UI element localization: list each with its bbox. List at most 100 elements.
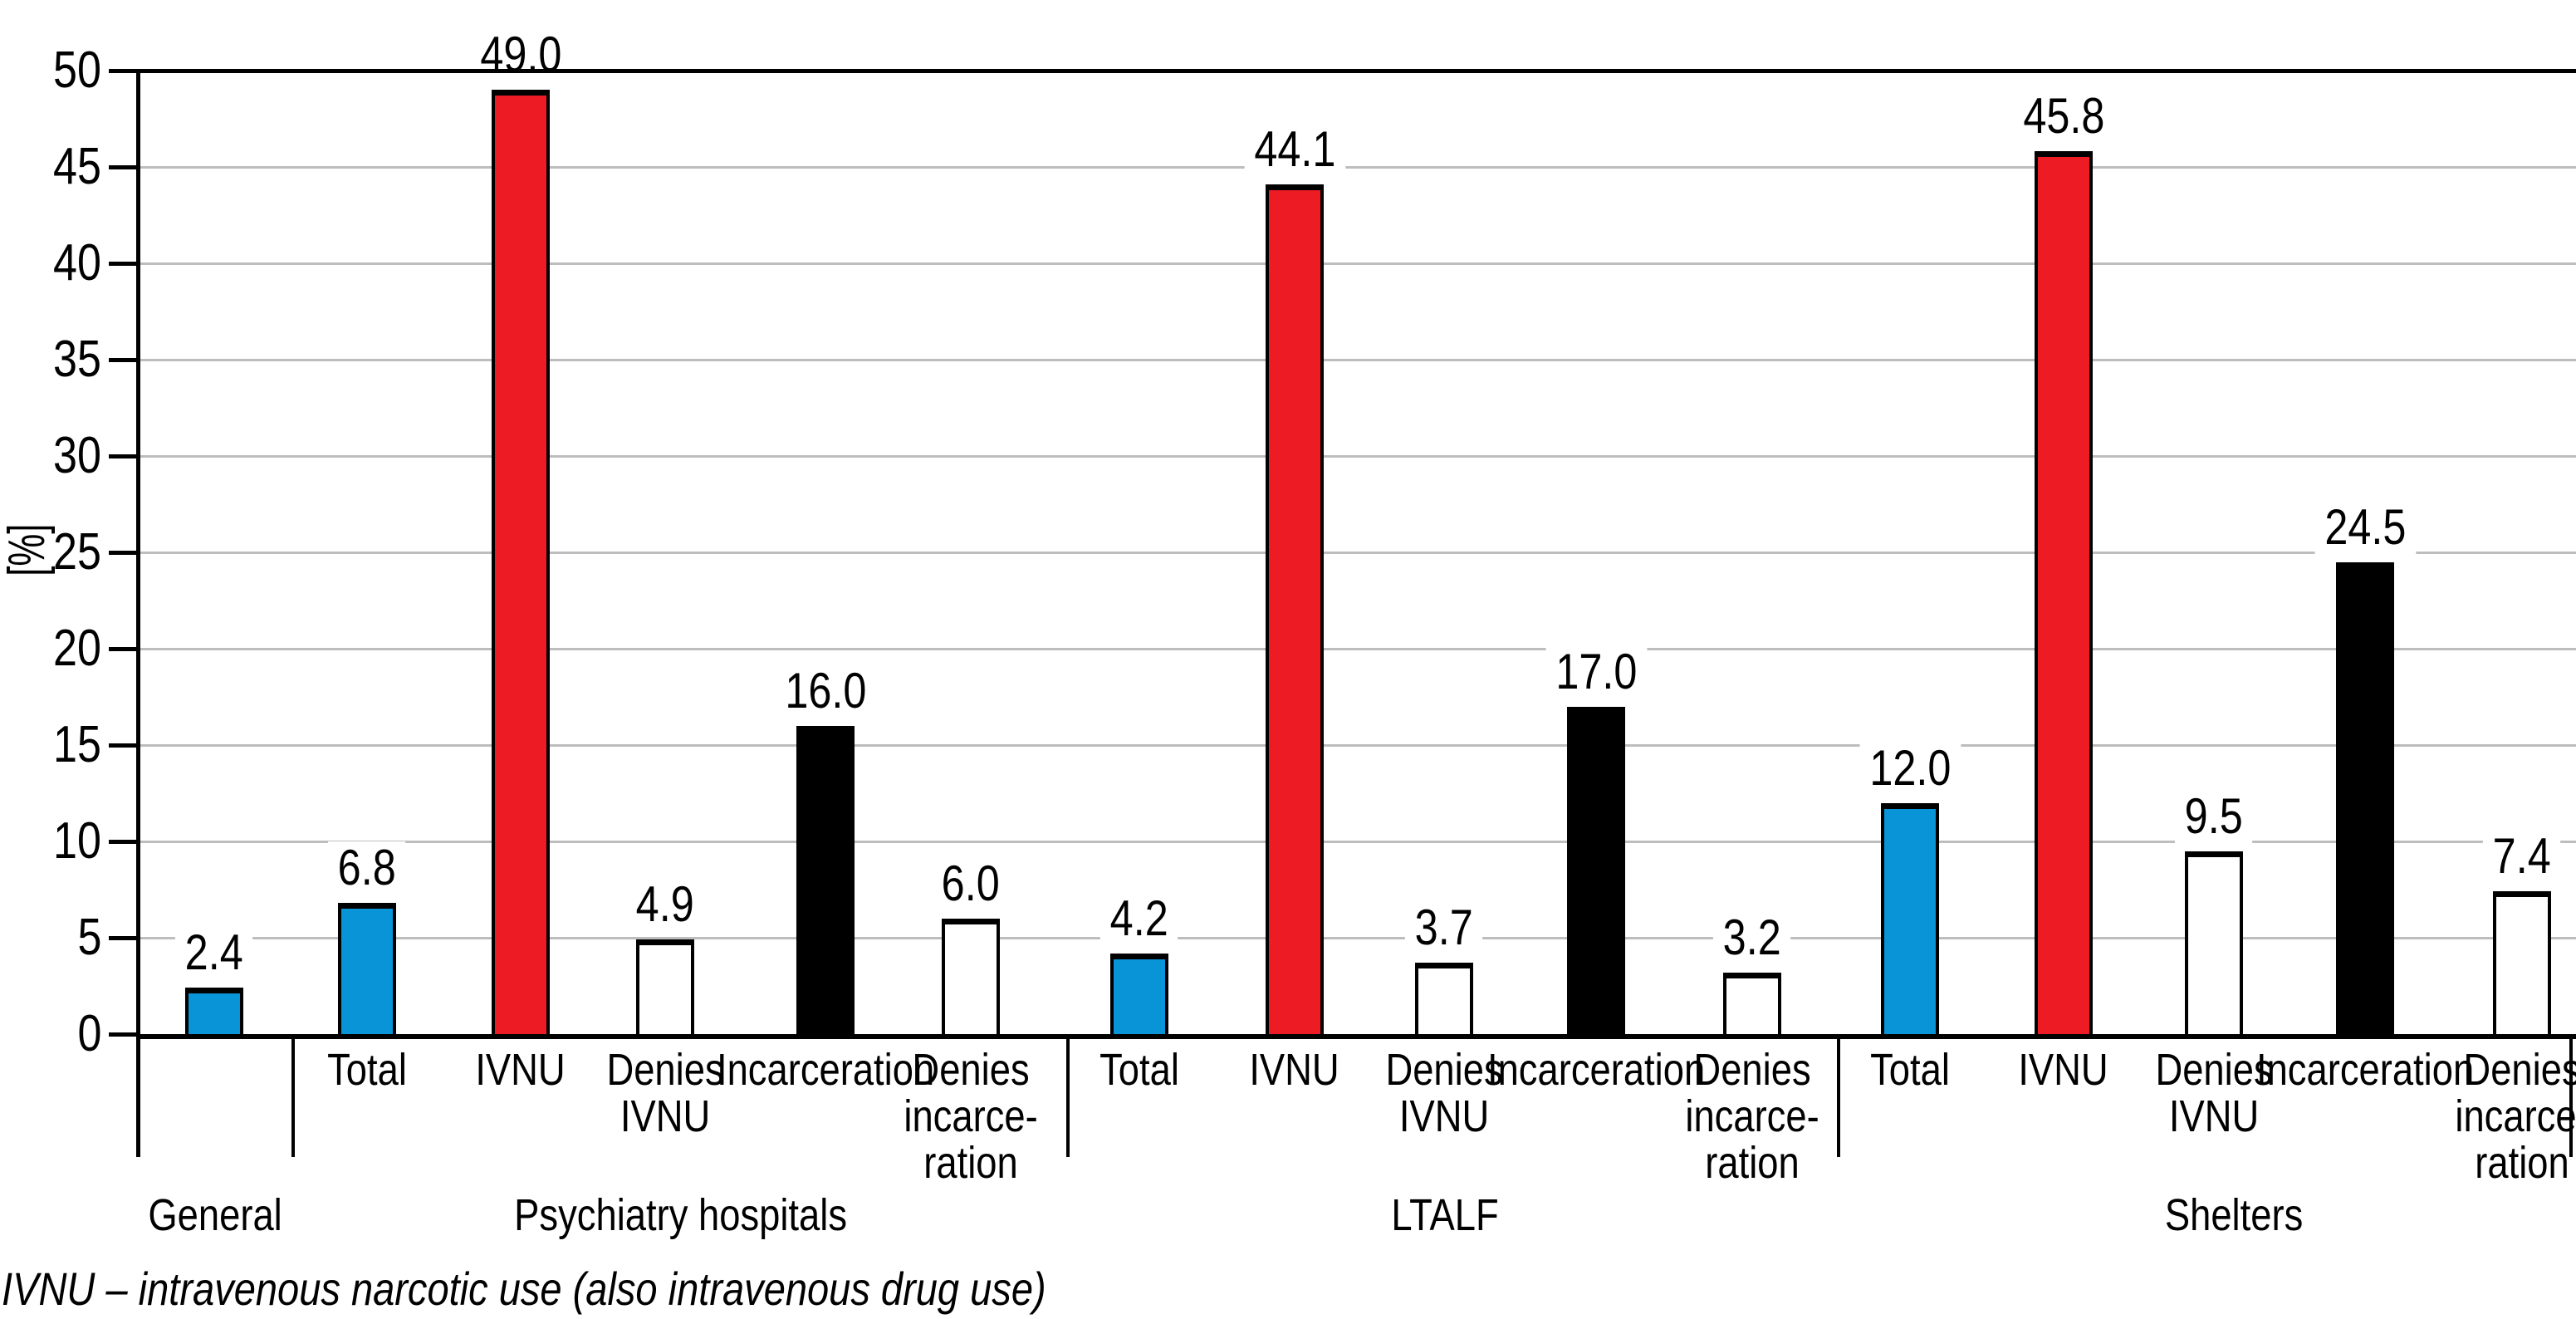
x-category-label-shelters-incarceration-text: Incarceration bbox=[2255, 1045, 2475, 1095]
gridline-10 bbox=[137, 840, 2576, 843]
bar-value-label-shelters-ivnu: 45.8 bbox=[1898, 90, 2230, 143]
bar-ltalf-ivnu bbox=[1266, 184, 1324, 1034]
y-tick-label-10-text: 10 bbox=[53, 812, 101, 870]
bar-value-label-shelters-denies-ivnu: 9.5 bbox=[2048, 790, 2380, 843]
y-tick-20 bbox=[109, 646, 137, 651]
bar-ltalf-incarceration bbox=[1567, 707, 1625, 1034]
bar-psychiatry-hospitals-denies-incarceration bbox=[942, 919, 1000, 1034]
bar-psychiatry-hospitals-total bbox=[338, 903, 396, 1034]
x-category-label-shelters-ivnu-text: IVNU bbox=[2018, 1045, 2109, 1095]
bar-ltalf-denies-incarceration bbox=[1723, 973, 1781, 1034]
bar-shelters-incarceration bbox=[2336, 562, 2394, 1034]
y-tick-50 bbox=[109, 68, 137, 73]
group-separator-2 bbox=[1837, 1034, 1840, 1157]
y-tick-label-5: 5 bbox=[0, 910, 101, 966]
x-category-label-psychiatry-hospitals-ivnu: IVNU bbox=[378, 1047, 664, 1093]
group-label-shelters-text: Shelters bbox=[2164, 1190, 2304, 1240]
y-tick-label-0: 0 bbox=[0, 1006, 101, 1062]
y-tick-label-45: 45 bbox=[0, 139, 101, 195]
plot-top-border bbox=[137, 69, 2576, 73]
y-tick-label-20-text: 20 bbox=[53, 620, 101, 677]
bar-value-label-ltalf-denies-ivnu: 3.7 bbox=[1278, 901, 1610, 954]
x-category-label-shelters-total-text: Total bbox=[1870, 1045, 1950, 1095]
x-category-label-shelters-ivnu: IVNU bbox=[1921, 1047, 2206, 1093]
x-category-label-shelters-denies-incarceration: Denies incarce- ration bbox=[2379, 1047, 2576, 1186]
group-separator-0 bbox=[291, 1034, 295, 1157]
y-tick-label-50: 50 bbox=[0, 42, 101, 99]
y-tick-label-45-text: 45 bbox=[53, 138, 101, 195]
y-tick-label-0-text: 0 bbox=[77, 1005, 101, 1062]
bar-value-label-ltalf-ivnu: 44.1 bbox=[1129, 123, 1461, 176]
bar-psychiatry-hospitals-incarceration bbox=[796, 726, 855, 1034]
group-label-ltalf-text: LTALF bbox=[1391, 1190, 1499, 1240]
bar-value-label-ltalf-incarceration-text: 17.0 bbox=[1545, 645, 1647, 699]
x-category-label-psychiatry-hospitals-total: Total bbox=[224, 1047, 510, 1093]
group-label-psychiatry-hospitals: Psychiatry hospitals bbox=[424, 1191, 938, 1239]
x-category-label-ltalf-total: Total bbox=[997, 1047, 1282, 1093]
y-tick-label-5-text: 5 bbox=[77, 909, 101, 966]
y-tick-45 bbox=[109, 164, 137, 169]
x-category-label-ltalf-incarceration-text: Incarceration bbox=[1486, 1045, 1706, 1095]
bar-value-label-shelters-ivnu-text: 45.8 bbox=[2013, 90, 2114, 143]
bar-value-label-ltalf-denies-incarceration: 3.2 bbox=[1586, 911, 1918, 964]
y-tick-25 bbox=[109, 550, 137, 555]
y-tick-label-40-text: 40 bbox=[53, 234, 101, 292]
bar-value-label-shelters-incarceration-text: 24.5 bbox=[2314, 501, 2416, 554]
x-category-label-psychiatry-hospitals-denies-ivnu-text: Denies IVNU bbox=[606, 1045, 724, 1141]
group-label-shelters: Shelters bbox=[1976, 1191, 2491, 1239]
y-tick-label-50-text: 50 bbox=[53, 42, 101, 99]
bar-psychiatry-hospitals-ivnu bbox=[492, 90, 550, 1034]
bar-value-label-ltalf-total: 4.2 bbox=[973, 892, 1305, 945]
x-category-label-psychiatry-hospitals-denies-incarceration-text: Denies incarce- ration bbox=[904, 1045, 1038, 1188]
x-category-label-shelters-incarceration: Incarceration bbox=[2222, 1047, 2508, 1093]
gridline-30 bbox=[137, 454, 2576, 458]
bar-value-label-shelters-total-text: 12.0 bbox=[1859, 742, 1961, 795]
bar-value-label-ltalf-total-text: 4.2 bbox=[1100, 892, 1178, 945]
group-label-psychiatry-hospitals-text: Psychiatry hospitals bbox=[514, 1190, 848, 1240]
y-tick-15 bbox=[109, 743, 137, 748]
x-category-label-psychiatry-hospitals-incarceration: Incarceration bbox=[683, 1047, 968, 1093]
x-category-label-psychiatry-hospitals-denies-ivnu: Denies IVNU bbox=[522, 1047, 808, 1140]
y-tick-label-25: 25 bbox=[0, 524, 101, 581]
gridline-15 bbox=[137, 743, 2576, 747]
y-tick-5 bbox=[109, 935, 137, 940]
x-category-label-shelters-denies-incarceration-text: Denies incarce- ration bbox=[2455, 1045, 2576, 1188]
y-tick-35 bbox=[109, 357, 137, 362]
x-category-label-ltalf-denies-incarceration-text: Denies incarce- ration bbox=[1685, 1045, 1819, 1188]
y-tick-label-10: 10 bbox=[0, 813, 101, 870]
gridline-5 bbox=[137, 936, 2576, 939]
bar-value-label-psychiatry-hospitals-ivnu-text: 49.0 bbox=[470, 28, 571, 81]
bar-value-label-ltalf-denies-ivnu-text: 3.7 bbox=[1405, 901, 1483, 954]
gridline-25 bbox=[137, 551, 2576, 554]
bar-ltalf-total bbox=[1110, 954, 1168, 1034]
bar-value-label-psychiatry-hospitals-denies-incarceration: 6.0 bbox=[805, 857, 1137, 910]
group-separator-1 bbox=[1066, 1034, 1070, 1157]
bar-value-label-ltalf-ivnu-text: 44.1 bbox=[1244, 123, 1345, 176]
y-tick-label-35: 35 bbox=[0, 331, 101, 388]
footnote-text: IVNU – intravenous narcotic use (also in… bbox=[2, 1263, 1046, 1315]
group-label-ltalf: LTALF bbox=[1188, 1191, 1702, 1239]
bar-value-label-psychiatry-hospitals-denies-ivnu: 4.9 bbox=[499, 878, 831, 931]
group-separator-3 bbox=[2569, 1034, 2573, 1157]
y-tick-label-30-text: 30 bbox=[53, 427, 101, 484]
bar-value-label-shelters-denies-ivnu-text: 9.5 bbox=[2175, 790, 2253, 843]
x-category-label-shelters-denies-ivnu: Denies IVNU bbox=[2071, 1047, 2357, 1140]
x-category-label-psychiatry-hospitals-incarceration-text: Incarceration bbox=[716, 1045, 935, 1095]
bar-shelters-denies-incarceration bbox=[2493, 891, 2551, 1034]
x-category-label-psychiatry-hospitals-ivnu-text: IVNU bbox=[475, 1045, 566, 1095]
group-label-general-text: General bbox=[148, 1190, 282, 1240]
y-tick-40 bbox=[109, 261, 137, 266]
footnote: IVNU – intravenous narcotic use (also in… bbox=[2, 1263, 2161, 1316]
y-tick-label-30: 30 bbox=[0, 428, 101, 484]
y-tick-label-35-text: 35 bbox=[53, 331, 101, 388]
gridline-35 bbox=[137, 358, 2576, 361]
x-category-label-psychiatry-hospitals-total-text: Total bbox=[327, 1045, 407, 1095]
x-category-label-ltalf-denies-incarceration: Denies incarce- ration bbox=[1609, 1047, 1895, 1186]
y-tick-30 bbox=[109, 454, 137, 458]
x-category-label-ltalf-ivnu-text: IVNU bbox=[1249, 1045, 1340, 1095]
bar-value-label-ltalf-incarceration: 17.0 bbox=[1430, 645, 1762, 699]
bar-value-label-shelters-denies-incarceration-text: 7.4 bbox=[2483, 830, 2561, 883]
x-category-label-ltalf-denies-ivnu-text: Denies IVNU bbox=[1385, 1045, 1503, 1141]
bar-shelters-total bbox=[1881, 803, 1939, 1034]
x-category-label-ltalf-ivnu: IVNU bbox=[1152, 1047, 1437, 1093]
